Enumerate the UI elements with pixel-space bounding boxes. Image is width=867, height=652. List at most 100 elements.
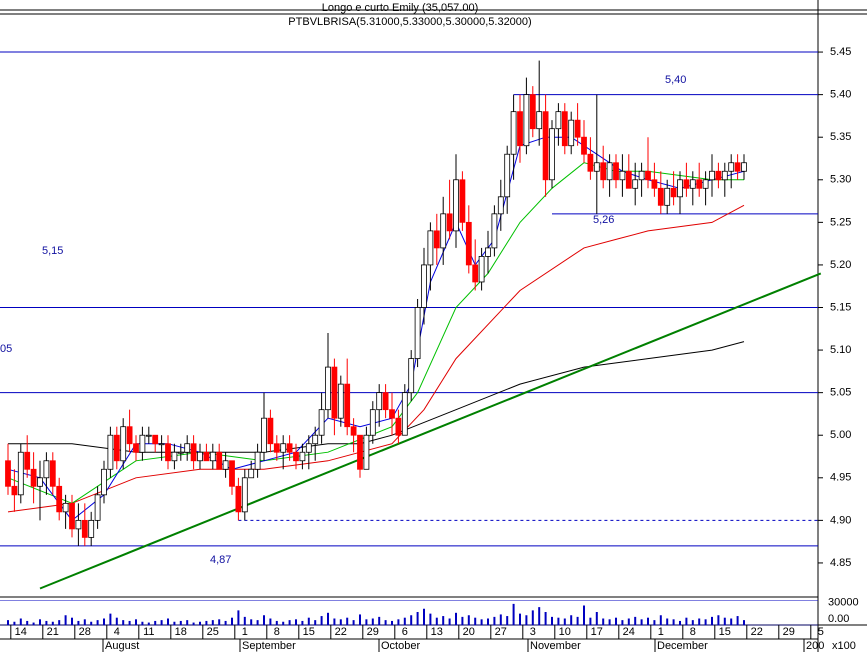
candle-body — [363, 434, 370, 470]
volume-bar — [77, 620, 80, 625]
candle-body — [657, 187, 664, 206]
candle-body — [5, 460, 11, 487]
candle-body — [741, 162, 747, 172]
volume-unit: x100 — [832, 640, 856, 652]
candle-body — [152, 434, 159, 445]
volume-bar — [544, 612, 547, 625]
volume-bar — [199, 621, 201, 625]
volume-bar — [602, 618, 605, 625]
volume-bar — [627, 618, 630, 625]
candle-body — [696, 179, 703, 189]
candle-body — [702, 179, 709, 189]
volume-bar — [647, 617, 649, 625]
candle-body — [734, 162, 741, 172]
volume-bar — [192, 622, 195, 625]
month-label: 200 — [806, 640, 824, 652]
candle-body — [529, 94, 536, 130]
candle-body — [446, 213, 453, 232]
candle-body — [248, 468, 255, 479]
volume-bar — [288, 620, 291, 625]
volume-bar — [90, 621, 93, 625]
volume-bar — [653, 620, 656, 625]
y-tick-label: 5.30 — [830, 174, 851, 186]
volume-bar — [51, 621, 54, 625]
level-label: 05 — [0, 343, 12, 355]
candle-body — [216, 451, 223, 470]
x-tick-label: 29 — [783, 626, 795, 638]
candle-body — [158, 443, 165, 446]
volume-bar — [224, 620, 227, 625]
indicator-line — [8, 341, 745, 453]
candle-body — [389, 409, 395, 419]
volume-bar — [384, 620, 387, 625]
candle-body — [369, 409, 376, 436]
month-label: August — [105, 640, 139, 652]
volume-bar — [186, 620, 189, 625]
volume-bar — [615, 617, 617, 625]
indicator-line — [7, 204, 745, 513]
x-tick-label: 5 — [818, 626, 824, 638]
volume-bar — [115, 617, 118, 625]
x-tick-label: 3 — [530, 626, 536, 638]
volume-bar — [352, 620, 355, 625]
volume-bar — [557, 617, 560, 625]
candle-body — [536, 111, 543, 130]
volume-bar — [698, 618, 701, 625]
y-tick-label: 5.35 — [830, 131, 851, 143]
month-label: November — [530, 640, 581, 652]
volume-bar — [160, 620, 163, 625]
candle-body — [497, 196, 504, 215]
candle-body — [485, 247, 491, 257]
candle-body — [209, 451, 216, 462]
chart-title: PTBVLBRISA(5.31000,5.33000,5.30000,5.320… — [288, 16, 531, 28]
x-tick-label: 22 — [335, 626, 347, 638]
x-tick-label: 27 — [495, 626, 507, 638]
volume-bar — [455, 612, 457, 625]
candle-body — [427, 230, 434, 266]
candle-body — [337, 383, 344, 419]
x-tick-label: 21 — [47, 626, 59, 638]
volume-bar — [346, 617, 349, 625]
volume-bar — [154, 620, 157, 625]
x-tick-label: 28 — [79, 626, 91, 638]
candle-body — [677, 179, 683, 198]
volume-bar — [487, 618, 489, 625]
volume-bar — [743, 620, 745, 625]
volume-bar — [339, 619, 342, 625]
x-tick-label: 10 — [559, 626, 571, 638]
candle-body — [382, 392, 389, 411]
candle-body — [261, 417, 267, 453]
y-tick-label: 5.05 — [830, 387, 851, 399]
y-tick-label: 4.95 — [830, 472, 851, 484]
volume-bar — [551, 616, 553, 625]
volume-bar — [301, 620, 304, 625]
volume-bar — [666, 618, 669, 625]
volume-tick-label: 0.00 — [828, 613, 849, 625]
volume-bar — [640, 619, 643, 625]
candle-body — [670, 187, 677, 198]
y-tick-label: 5.45 — [830, 46, 851, 58]
candle-body — [606, 162, 613, 181]
volume-bar — [416, 612, 419, 625]
candle-body — [542, 111, 549, 181]
candle-body — [401, 392, 408, 436]
candle-body — [549, 128, 555, 181]
volume-bar — [493, 616, 496, 625]
candle-body — [395, 417, 402, 436]
candle-body — [664, 187, 671, 206]
volume-bar — [531, 610, 534, 625]
candle-body — [344, 383, 351, 428]
volume-bar — [13, 621, 16, 625]
candle-body — [472, 264, 479, 283]
candle-body — [414, 307, 421, 359]
candle-body — [459, 179, 466, 223]
volume-bar — [589, 617, 592, 625]
level-label: 5,26 — [593, 214, 614, 226]
volume-bar — [83, 619, 86, 625]
volume-bar — [141, 621, 144, 625]
candle-body — [312, 434, 319, 445]
x-tick-label: 20 — [463, 626, 475, 638]
volume-bar — [685, 617, 688, 625]
